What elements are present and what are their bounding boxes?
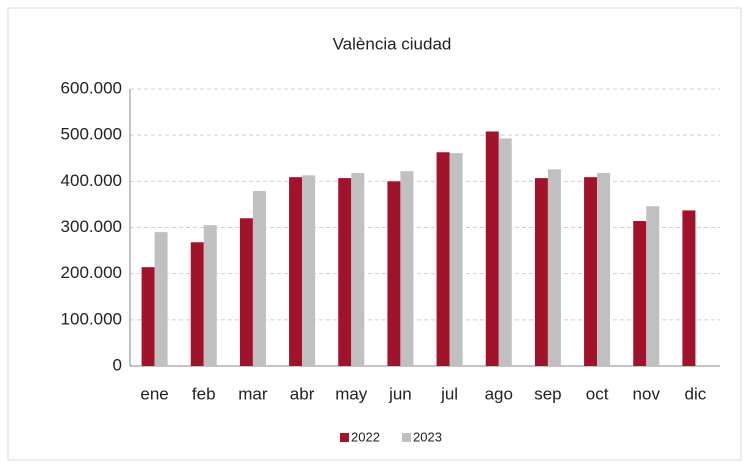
x-tick-label: jun xyxy=(388,384,412,403)
bar xyxy=(154,232,168,366)
bar xyxy=(252,191,266,366)
x-tick-label: abr xyxy=(290,384,315,403)
x-tick-label: oct xyxy=(586,384,609,403)
x-tick-label: nov xyxy=(633,384,661,403)
x-tick-label: dic xyxy=(685,384,707,403)
x-tick-label: jul xyxy=(440,384,458,403)
bar xyxy=(302,175,316,366)
bar xyxy=(239,218,253,366)
x-tick-label: feb xyxy=(192,384,216,403)
bar xyxy=(498,138,512,366)
bar xyxy=(141,267,155,366)
y-tick-label: 200.000 xyxy=(61,263,122,282)
y-tick-label: 100.000 xyxy=(61,309,122,328)
bar xyxy=(584,177,598,366)
bar xyxy=(289,177,303,366)
bar xyxy=(633,221,647,366)
legend-swatch xyxy=(340,433,349,442)
bar xyxy=(449,153,463,366)
chart-title: València ciudad xyxy=(333,34,452,53)
y-tick-label: 300.000 xyxy=(61,217,122,236)
bar xyxy=(351,173,365,366)
x-tick-label: ago xyxy=(485,384,513,403)
bar xyxy=(436,152,450,366)
y-tick-label: 500.000 xyxy=(61,125,122,144)
legend-swatch xyxy=(402,433,411,442)
legend-label: 2022 xyxy=(351,429,380,444)
y-tick-label: 600.000 xyxy=(61,78,122,97)
x-tick-label: mar xyxy=(238,384,268,403)
bar xyxy=(400,171,414,366)
bar xyxy=(682,210,696,366)
x-tick-label: sep xyxy=(534,384,561,403)
bar xyxy=(387,181,401,366)
bar xyxy=(338,178,352,366)
legend-label: 2023 xyxy=(413,429,442,444)
x-tick-label: ene xyxy=(140,384,168,403)
bar xyxy=(485,131,499,366)
bar xyxy=(203,225,217,366)
y-tick-label: 400.000 xyxy=(61,171,122,190)
bar xyxy=(597,173,611,366)
x-tick-label: may xyxy=(335,384,368,403)
bar xyxy=(190,242,204,366)
y-tick-label: 0 xyxy=(113,355,122,374)
bar xyxy=(534,178,548,366)
bar xyxy=(547,169,561,366)
bar xyxy=(646,206,660,366)
